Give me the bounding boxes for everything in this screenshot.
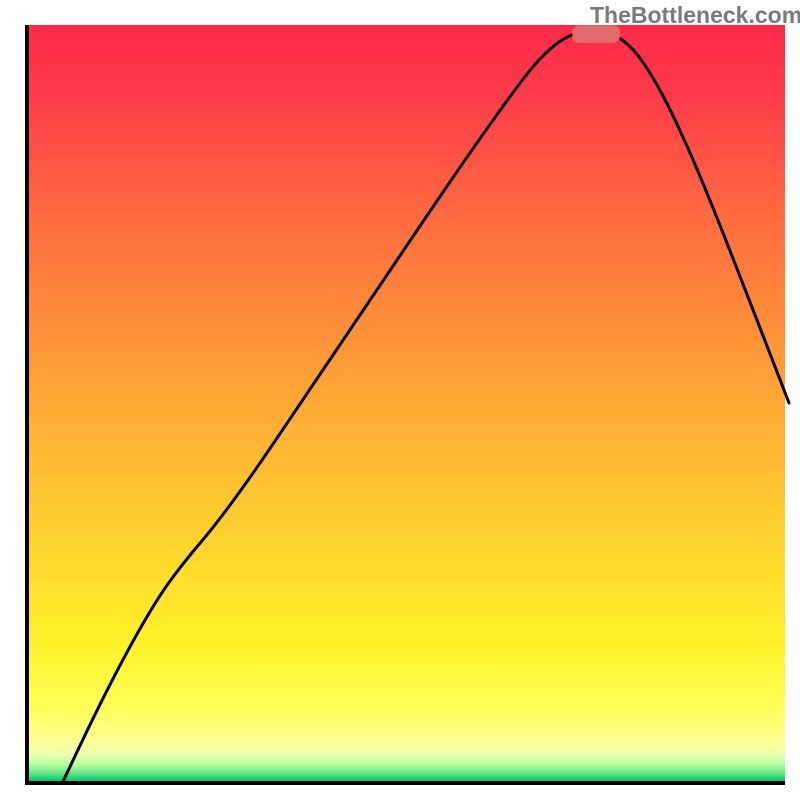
chart-container: TheBottleneck.com: [0, 0, 800, 800]
marker-layer: [33, 25, 789, 781]
plot-area: [25, 25, 785, 785]
watermark-text: TheBottleneck.com: [590, 2, 800, 29]
